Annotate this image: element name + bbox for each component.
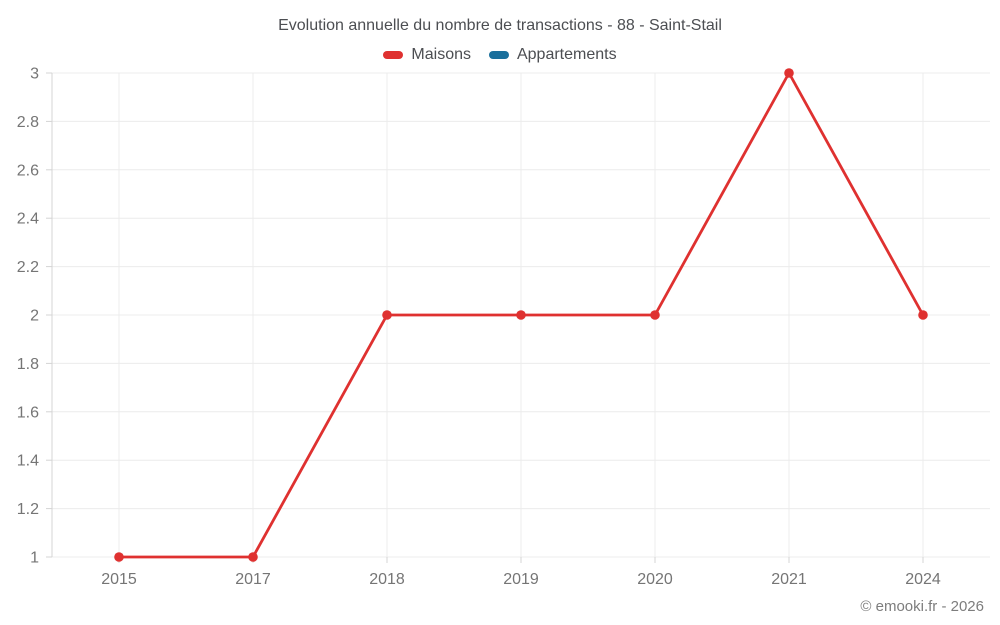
x-tick-label: 2019 — [503, 571, 539, 588]
copyright-footer: © emooki.fr - 2026 — [860, 598, 984, 615]
chart-legend: Maisons Appartements — [0, 46, 1000, 64]
y-tick-label: 1.6 — [17, 404, 39, 421]
x-tick-label: 2021 — [771, 571, 807, 588]
y-tick-label: 1.4 — [17, 453, 39, 470]
y-tick-label: 2.4 — [17, 211, 39, 228]
y-tick-label: 1 — [30, 550, 39, 567]
legend-label-maisons: Maisons — [411, 46, 471, 63]
maisons-data-point[interactable] — [918, 310, 928, 320]
y-tick-label: 2.8 — [17, 114, 39, 131]
maisons-data-point[interactable] — [516, 310, 526, 320]
legend-item-maisons[interactable]: Maisons — [383, 46, 471, 64]
x-tick-label: 2017 — [235, 571, 271, 588]
legend-label-appartements: Appartements — [516, 46, 617, 63]
maisons-data-point[interactable] — [248, 552, 258, 562]
x-tick-label: 2018 — [369, 571, 405, 588]
x-tick-label: 2015 — [101, 571, 137, 588]
maisons-data-point[interactable] — [382, 310, 392, 320]
maisons-data-point[interactable] — [784, 68, 794, 78]
y-tick-label: 1.8 — [17, 356, 39, 373]
chart-title: Evolution annuelle du nombre de transact… — [278, 17, 722, 34]
x-tick-label: 2020 — [637, 571, 673, 588]
maisons-data-point[interactable] — [114, 552, 124, 562]
y-tick-label: 2 — [30, 308, 39, 325]
legend-item-appartements[interactable]: Appartements — [488, 46, 617, 64]
y-tick-label: 3 — [30, 66, 39, 83]
y-tick-label: 1.2 — [17, 501, 39, 518]
y-tick-label: 2.2 — [17, 259, 39, 276]
maisons-series-swatch-icon — [383, 51, 404, 59]
appartements-series-swatch-icon — [488, 51, 509, 59]
maisons-data-point[interactable] — [650, 310, 660, 320]
x-tick-label: 2024 — [905, 571, 941, 588]
y-tick-label: 2.6 — [17, 162, 39, 179]
